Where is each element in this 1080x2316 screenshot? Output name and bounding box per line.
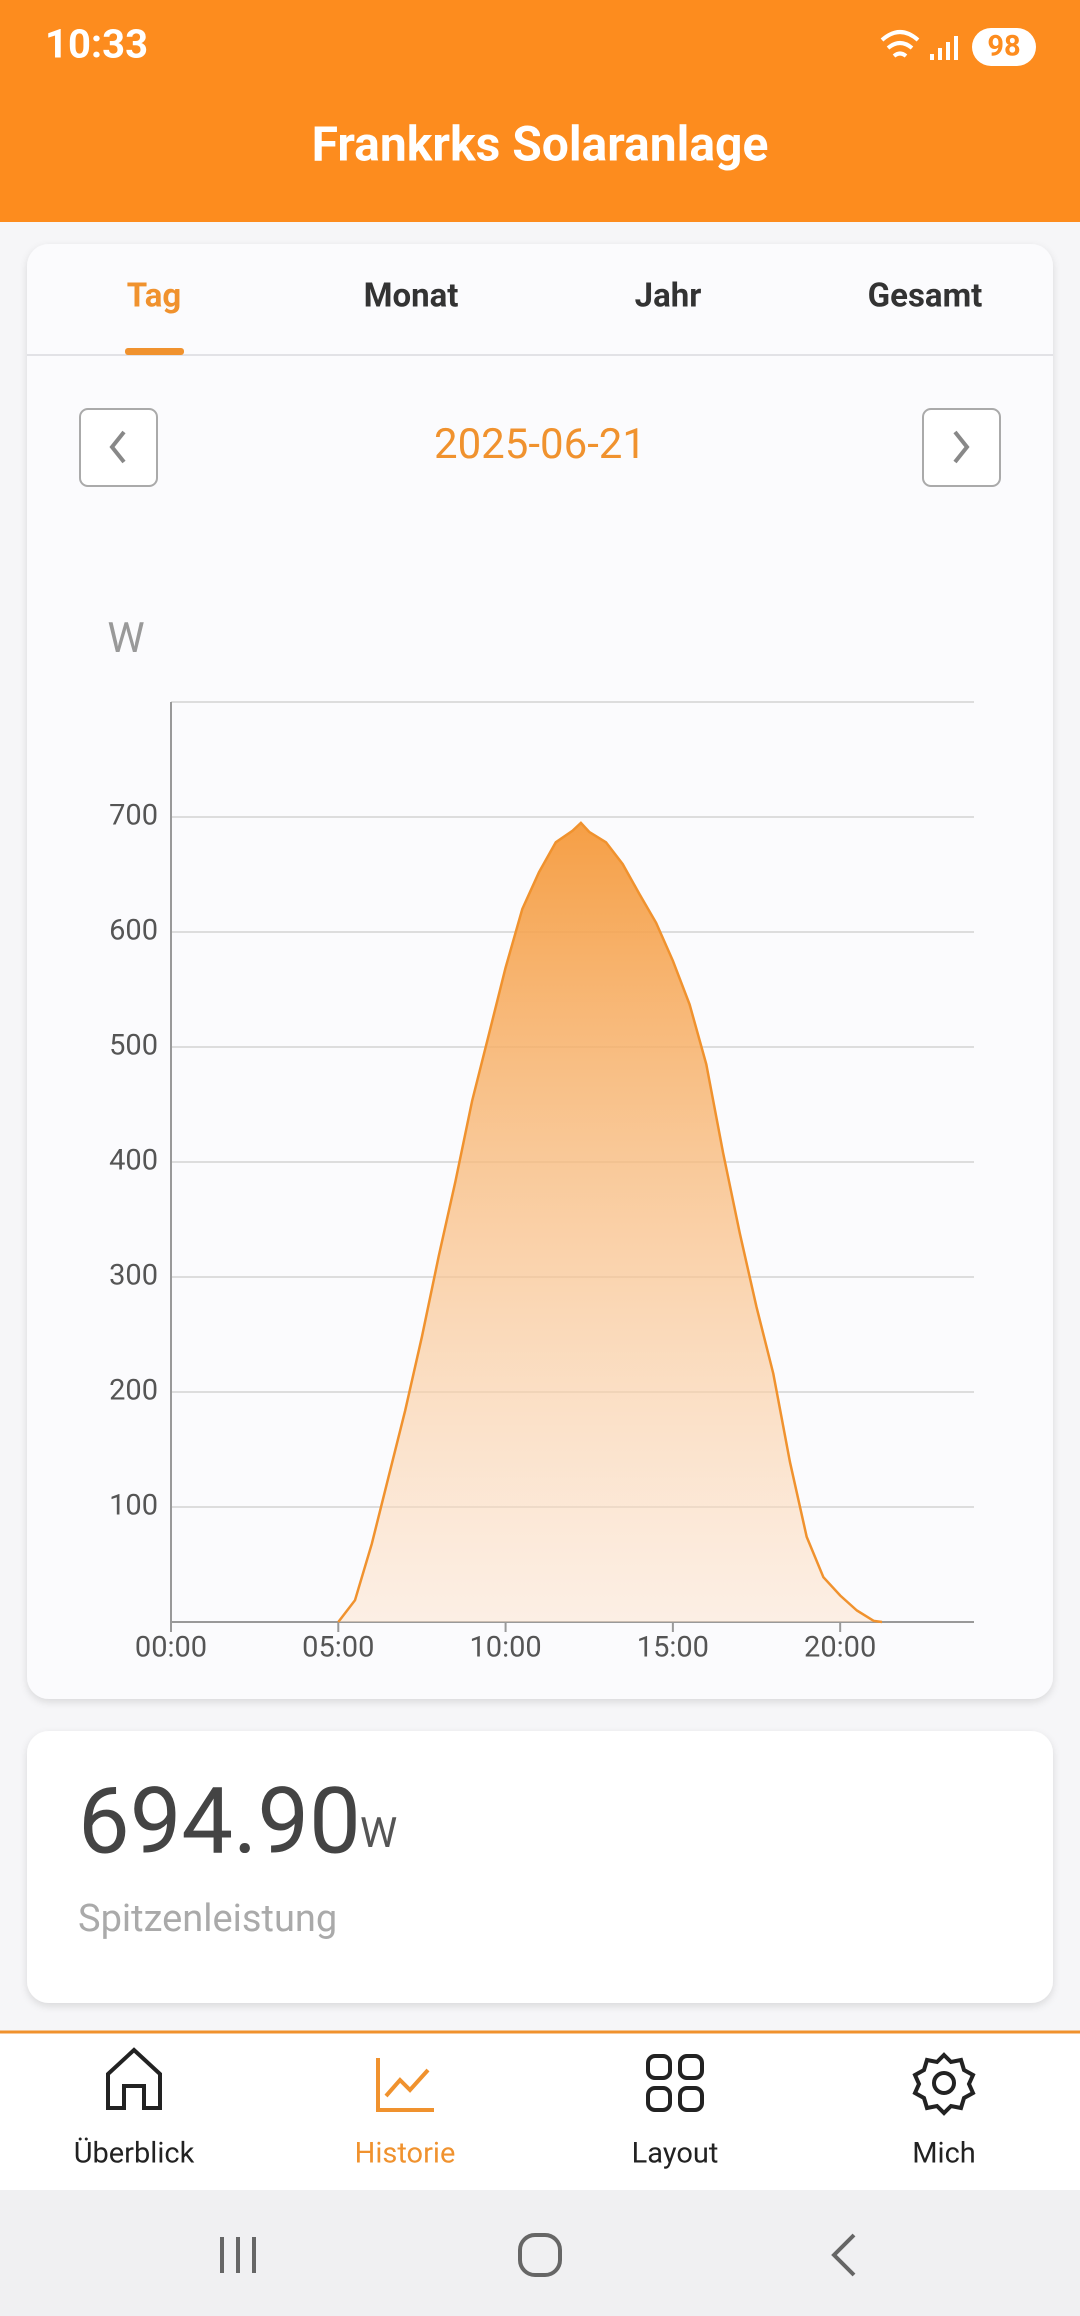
next-date-button[interactable] (922, 408, 1001, 487)
bottom-nav (0, 2031, 1080, 2190)
area-fill (338, 822, 883, 1622)
status-time: 10:33 (45, 21, 148, 68)
layout-icon[interactable] (646, 2054, 704, 2112)
y-tick-label: 400 (109, 1144, 158, 1178)
nav-icons (106, 2047, 976, 2116)
nav-label[interactable]: Überblick (74, 2136, 195, 2171)
x-tick-label: 10:00 (469, 1631, 541, 1665)
y-tick-label: 100 (109, 1489, 158, 1523)
peak-value: 694.90 (78, 1768, 361, 1875)
system-nav-buttons[interactable] (220, 2233, 856, 2277)
battery (972, 28, 1036, 66)
tab[interactable]: Gesamt (868, 277, 983, 316)
header-title: Frankrks Solaranlage (312, 116, 769, 173)
status-icons (880, 30, 958, 60)
header-bar (0, 0, 1080, 222)
tab[interactable]: Monat (364, 277, 459, 316)
prev-date-button[interactable] (79, 408, 158, 487)
peak-label: Spitzenleistung (78, 1897, 337, 1941)
y-tick-label: 300 (109, 1259, 158, 1293)
nav-label[interactable]: Mich (912, 2137, 976, 2171)
x-tick-label: 05:00 (302, 1631, 374, 1665)
area-line (337, 821, 883, 1624)
y-axis-label: W (107, 614, 144, 663)
summary-card (27, 1731, 1053, 2003)
plot-area: 100 200 300 400 500 600 700 00:00 05:00 10:00 15:0… (109, 701, 974, 1665)
history-icon[interactable] (376, 2058, 434, 2112)
nav-label[interactable]: Historie (355, 2137, 456, 2171)
x-tick-label: 20:00 (804, 1631, 876, 1665)
y-tick-label: 500 (109, 1029, 158, 1063)
y-tick-label: 700 (109, 799, 158, 833)
nav-label[interactable]: Layout (632, 2137, 719, 2171)
system-nav (0, 2190, 1080, 2316)
date-label: 2025-06-21 (434, 420, 646, 469)
tab[interactable]: Tag (127, 277, 182, 316)
x-tick-label: 15:00 (637, 1631, 709, 1665)
y-tick-label: 600 (109, 914, 158, 948)
tab-indicator (125, 348, 184, 355)
battery-level: 98 (987, 30, 1020, 64)
x-tick-label: 00:00 (135, 1631, 207, 1665)
y-tick-label: 200 (109, 1374, 158, 1408)
settings-icon[interactable] (912, 2052, 976, 2116)
peak-unit: W (360, 1809, 397, 1858)
tab[interactable]: Jahr (635, 277, 702, 316)
home-icon[interactable] (106, 2047, 162, 2110)
